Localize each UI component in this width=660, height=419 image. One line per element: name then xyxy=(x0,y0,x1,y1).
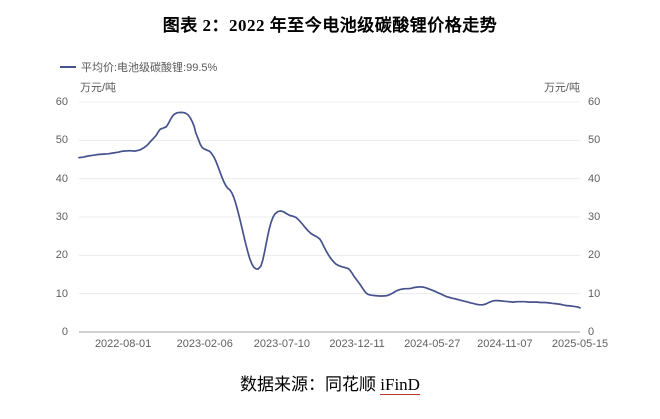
x-axis-tick-label: 2023-12-11 xyxy=(329,338,385,350)
x-axis-tick-label: 2024-05-27 xyxy=(404,338,461,350)
x-axis-tick-label: 2022-08-01 xyxy=(94,338,152,350)
data-source-note: 数据来源：同花顺 iFinD xyxy=(0,370,660,395)
y-axis-tick-label: 0 xyxy=(588,326,595,338)
y-axis-unit-left: 万元/吨 xyxy=(80,82,117,94)
y-axis-tick-label: 60 xyxy=(55,96,68,108)
y-axis-tick-label: 50 xyxy=(588,134,601,147)
data-source-text: 数据来源：同花顺 xyxy=(240,375,381,394)
x-axis-tick-label: 2023-07-10 xyxy=(253,338,311,350)
y-axis-tick-label: 50 xyxy=(55,134,68,147)
y-axis-tick-label: 40 xyxy=(55,172,68,185)
ifind-link[interactable]: iFinD xyxy=(380,375,420,395)
price-line xyxy=(78,111,581,309)
figure-title: 图表 2：2022 年至今电池级碳酸锂价格走势 xyxy=(162,16,498,35)
y-axis-tick-label: 60 xyxy=(588,96,601,108)
y-axis-tick-label: 10 xyxy=(588,287,601,300)
y-axis-tick-label: 30 xyxy=(55,211,68,223)
legend: 平均价:电池级碳酸锂:99.5% xyxy=(60,60,217,74)
legend-line-swatch-icon xyxy=(60,66,76,68)
x-axis-tick-label: 2024-11-07 xyxy=(477,338,533,350)
x-axis-tick-label: 2023-02-06 xyxy=(176,338,233,350)
y-axis-tick-label: 10 xyxy=(55,287,68,300)
x-axis-tick-label: 2025-05-15 xyxy=(551,338,609,350)
y-axis-tick-label: 40 xyxy=(588,172,601,185)
y-axis-tick-label: 0 xyxy=(61,326,68,338)
y-axis-tick-label: 30 xyxy=(588,211,601,223)
legend-label: 平均价:电池级碳酸锂:99.5% xyxy=(81,62,218,74)
y-axis-tick-label: 20 xyxy=(55,249,68,262)
y-axis-unit-right: 万元/吨 xyxy=(543,82,580,94)
y-axis-tick-label: 20 xyxy=(588,249,601,262)
